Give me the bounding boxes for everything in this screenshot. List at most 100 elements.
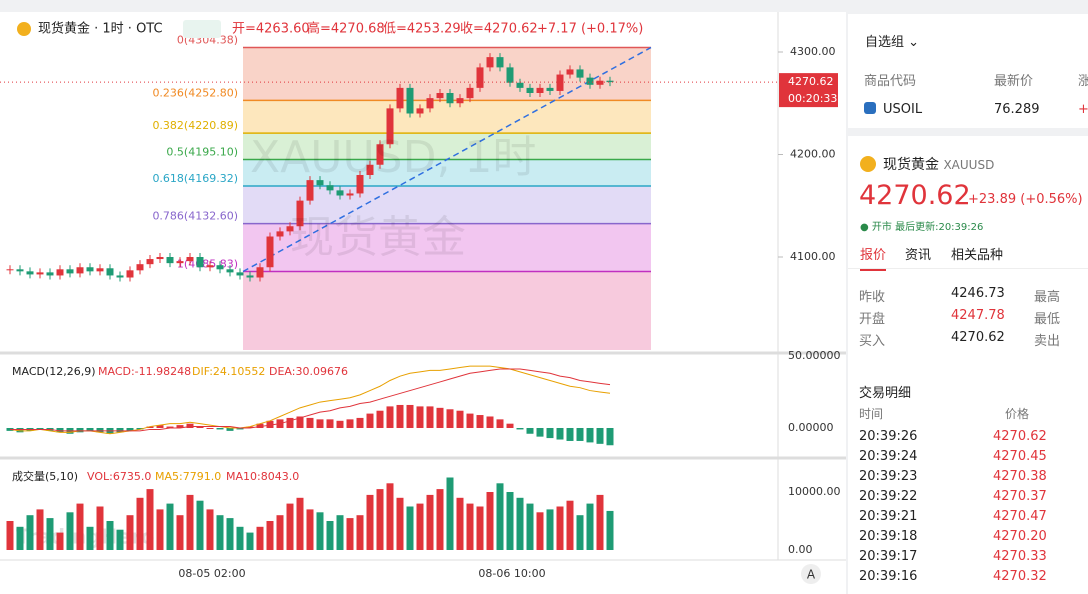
pane-value: DIF:24.10552 xyxy=(192,365,265,378)
macd-bar xyxy=(476,415,484,428)
tab[interactable]: 相关品种 xyxy=(951,248,1004,263)
volume-bar xyxy=(6,521,14,550)
col-head: 时间 xyxy=(859,407,884,421)
candle xyxy=(16,269,24,272)
macd-bar xyxy=(306,417,314,428)
candle xyxy=(456,98,464,104)
group-name: 自选组 xyxy=(865,35,905,50)
row-price: 76.289 xyxy=(994,102,1040,117)
volume-bar xyxy=(146,489,154,550)
volume-tick-label: 0.00 xyxy=(788,543,813,556)
candle xyxy=(186,257,194,262)
volume-bar xyxy=(536,512,544,550)
macd-bar xyxy=(96,428,104,433)
volume-bar xyxy=(136,497,144,550)
macd-bar xyxy=(346,419,354,428)
macd-bar xyxy=(246,426,254,428)
pane-title: MACD(12,26,9) xyxy=(12,365,96,378)
stat-value: 4246.73 xyxy=(951,286,1005,301)
header-text: 低=4253.29 xyxy=(383,22,461,37)
macd-line xyxy=(10,368,611,432)
stat-label: 买入 xyxy=(859,334,886,349)
volume-bar xyxy=(216,515,224,550)
candle xyxy=(6,269,14,271)
macd-bar xyxy=(266,420,274,428)
macd-bar xyxy=(336,420,344,428)
header-text: 收=4270.62 xyxy=(460,22,538,37)
volume-bar xyxy=(36,509,44,550)
candle xyxy=(526,87,534,93)
macd-bar xyxy=(436,407,444,428)
volume-bar xyxy=(336,515,344,550)
volume-bar xyxy=(186,494,194,550)
macd-bar xyxy=(146,426,154,428)
detail: 现货黄金 XAUUSD 4270.62 +23.89 (+0.56%) ● 开市… xyxy=(848,136,1088,594)
col-head: 价格 xyxy=(1005,407,1030,421)
volume-bar xyxy=(126,515,134,550)
candle xyxy=(136,264,144,271)
group-select[interactable]: 自选组 ⌄ xyxy=(865,35,920,50)
volume-bar xyxy=(326,521,334,550)
fib-label: 0.786(4132.60) xyxy=(152,210,238,223)
macd-bar xyxy=(236,428,244,430)
col-head: 涨 xyxy=(1078,74,1088,89)
price-tick-label: 4100.00 xyxy=(790,250,836,263)
macd-bar xyxy=(256,423,264,428)
candle xyxy=(416,108,424,114)
price: 4270.62 xyxy=(859,180,971,211)
candle xyxy=(356,175,364,194)
status: ● 开市 最后更新:20:39:26 xyxy=(860,222,984,233)
fib-label: 0.618(4169.32) xyxy=(152,172,238,185)
candle xyxy=(406,87,414,114)
candle xyxy=(246,275,254,278)
chart-panel: 0(4304.38)0.236(4252.80)0.382(4220.89)0.… xyxy=(0,12,846,594)
candle xyxy=(396,87,404,109)
volume-bar xyxy=(56,532,64,550)
macd-bar xyxy=(136,428,144,430)
macd-bar xyxy=(586,428,594,443)
macd-bar xyxy=(396,404,404,428)
candle xyxy=(566,69,574,75)
stat-label: 最高 xyxy=(1034,290,1061,305)
volume-bar xyxy=(196,500,204,550)
macd-bar xyxy=(576,428,584,441)
row-symbol[interactable]: USOIL xyxy=(864,102,922,117)
volume-bar xyxy=(206,509,214,550)
macd-bar xyxy=(216,428,224,430)
volume-bar xyxy=(486,492,494,550)
change: +23.89 (+0.56%) xyxy=(968,192,1083,207)
volume-bar xyxy=(346,518,354,550)
fib-band xyxy=(243,223,651,272)
trade-time: 20:39:17 xyxy=(859,549,918,564)
volume-bar xyxy=(256,526,264,550)
volume-bar xyxy=(386,483,394,550)
fib-label: 0.5(4195.10) xyxy=(166,146,238,159)
volume-bar xyxy=(426,494,434,550)
macd-bar xyxy=(446,409,454,428)
candle xyxy=(586,77,594,85)
fib-band xyxy=(243,100,651,134)
trade-time: 20:39:21 xyxy=(859,509,918,524)
pane-value: VOL:6735.0 xyxy=(87,470,151,483)
volume-bar xyxy=(526,503,534,550)
tab[interactable]: 报价 xyxy=(860,244,887,271)
macd-bar xyxy=(486,416,494,428)
tab[interactable]: 资讯 xyxy=(905,248,932,263)
stat-label: 最低 xyxy=(1034,312,1061,327)
volume-bar xyxy=(476,506,484,550)
stat-label: 卖出 xyxy=(1034,334,1061,349)
trade-time: 20:39:16 xyxy=(859,569,918,584)
volume-bar xyxy=(26,515,34,550)
candle xyxy=(36,272,44,275)
candle xyxy=(336,190,344,196)
stat-label: 开盘 xyxy=(859,312,886,327)
volume-bar xyxy=(46,518,54,550)
header-text: 高=4270.68 xyxy=(307,21,385,37)
volume-bar xyxy=(96,506,104,550)
macd-bar xyxy=(546,428,554,439)
macd-tick-label: 0.00000 xyxy=(788,421,834,434)
candle xyxy=(486,57,494,68)
candle xyxy=(606,80,614,83)
auto-label: A xyxy=(807,568,816,582)
